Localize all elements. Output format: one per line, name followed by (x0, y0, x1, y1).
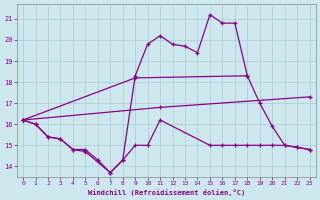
X-axis label: Windchill (Refroidissement éolien,°C): Windchill (Refroidissement éolien,°C) (88, 189, 245, 196)
